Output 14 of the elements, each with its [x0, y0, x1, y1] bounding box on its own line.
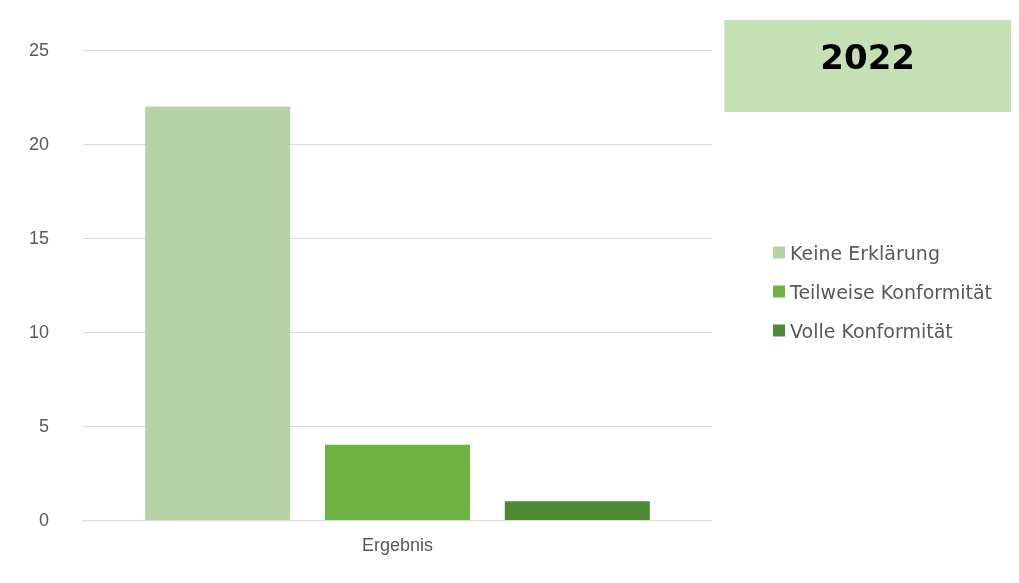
legend-label: Teilweise Konformität	[789, 280, 993, 303]
y-tick-label: 10	[28, 322, 49, 342]
legend-label: Volle Konformität	[790, 319, 953, 342]
bar	[504, 501, 650, 520]
bar	[145, 106, 291, 520]
y-tick-label: 15	[28, 228, 49, 248]
y-tick-label: 5	[38, 416, 49, 436]
y-tick-label: 25	[28, 40, 49, 60]
y-tick-label: 20	[28, 134, 49, 154]
text: 2022	[820, 37, 916, 77]
bar	[325, 444, 470, 520]
y-tick-label: 0	[38, 510, 49, 530]
x-tick-label: Ergebnis	[361, 535, 434, 555]
legend-label: Keine Erklärung	[790, 241, 940, 264]
